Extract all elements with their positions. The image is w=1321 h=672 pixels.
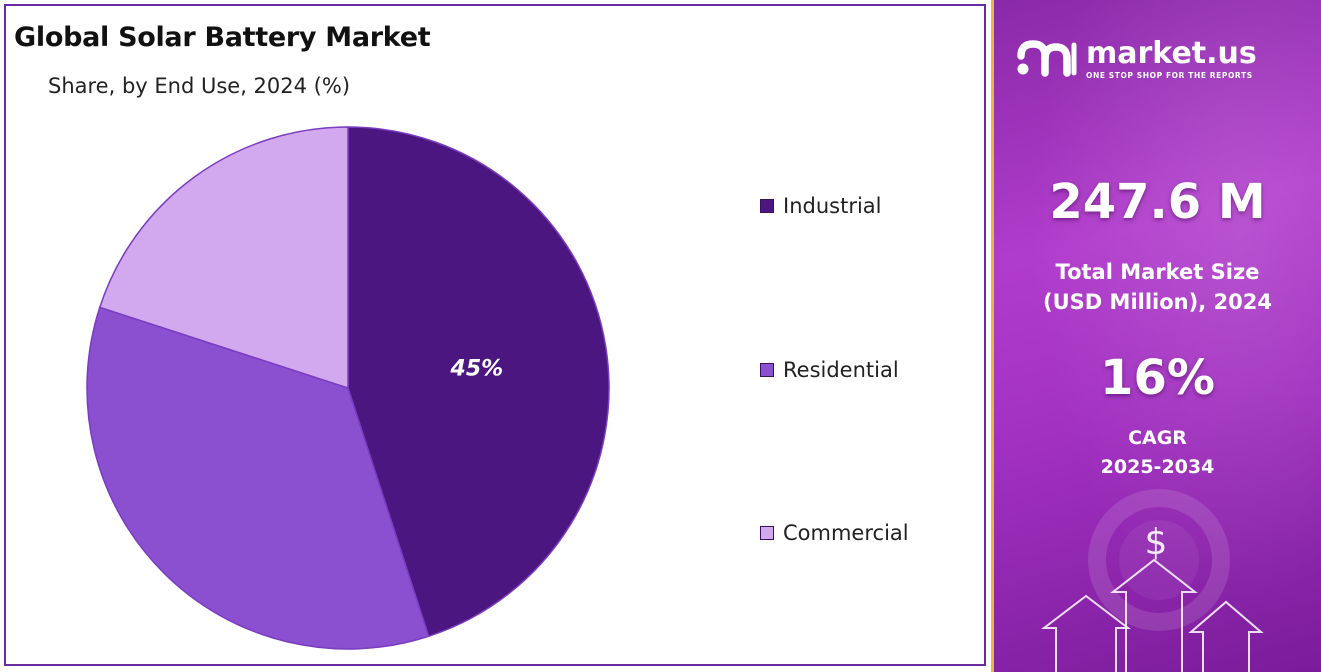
arrow-up-icon (1041, 558, 1264, 672)
pie-slice-industrial (347, 126, 610, 638)
cagr-value: 16% (1100, 350, 1215, 406)
legend-swatch-industrial (760, 199, 774, 213)
cagr-label: CAGR (1128, 427, 1187, 449)
legend-item-commercial: Commercial (760, 521, 909, 545)
legend-label-industrial: Industrial (783, 194, 882, 218)
market-size-label-line1: Total Market Size (1055, 260, 1260, 284)
legend-item-residential: Residential (760, 358, 899, 382)
chart-panel: Global Solar Battery Market Share, by En… (4, 4, 986, 666)
dollar-icon: $ (1145, 522, 1168, 563)
logo-name: market.us (1086, 36, 1257, 71)
market-us-logo-icon (1017, 40, 1077, 77)
pie-slice-residential (86, 306, 430, 650)
chart-subtitle: Share, by End Use, 2024 (%) (48, 74, 351, 98)
cagr-period: 2025-2034 (1100, 456, 1215, 478)
market-size-value: 247.6 M (1049, 174, 1266, 230)
data-label-industrial: 45% (450, 357, 504, 382)
info-panel: $ market.us ONE STOP SHOP FOR THE REPORT… (991, 0, 1321, 672)
pie-slice-commercial (98, 126, 349, 390)
decorative-background: $ (1041, 489, 1264, 672)
logo-tagline: ONE STOP SHOP FOR THE REPORTS (1086, 71, 1253, 80)
info-panel-background (994, 0, 1321, 672)
legend-swatch-residential (760, 363, 774, 377)
legend-swatch-commercial (760, 526, 774, 540)
chart-title: Global Solar Battery Market (14, 22, 431, 53)
legend-label-residential: Residential (783, 358, 899, 382)
legend-label-commercial: Commercial (783, 521, 909, 545)
market-us-logo: market.us ONE STOP SHOP FOR THE REPORTS (1016, 38, 1257, 80)
legend-item-industrial: Industrial (760, 194, 882, 218)
market-size-label-line2: (USD Million), 2024 (1043, 290, 1272, 314)
pie-chart: 45% (86, 126, 610, 650)
